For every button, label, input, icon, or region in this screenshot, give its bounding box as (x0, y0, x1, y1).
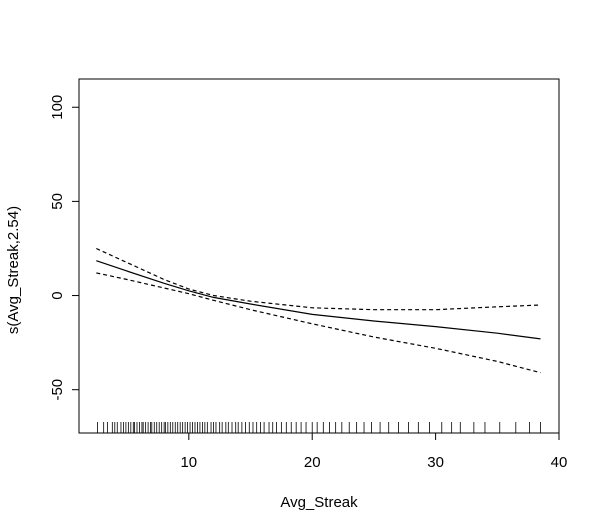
y-tick-label: 100 (49, 95, 66, 120)
confidence-band-line (96, 247, 541, 311)
x-tick-label: 40 (551, 454, 568, 471)
x-tick-label: 20 (304, 454, 321, 471)
y-axis-label: s(Avg_Streak,2.54) (5, 206, 22, 334)
smooth-fit-line (96, 260, 541, 340)
x-tick-label: 30 (427, 454, 444, 471)
x-axis-label: Avg_Streak (280, 494, 358, 511)
y-tick-label: 50 (49, 193, 66, 210)
y-axis: -50 0 50 100 (49, 95, 79, 401)
rug-plot (97, 422, 541, 433)
x-tick-label: 10 (180, 454, 197, 471)
series-group (96, 247, 541, 374)
y-tick-label: -50 (49, 379, 66, 401)
x-axis: 10 20 30 40 (180, 433, 567, 471)
confidence-band-line (96, 272, 541, 374)
y-tick-label: 0 (49, 291, 66, 299)
plot-frame (78, 78, 560, 434)
